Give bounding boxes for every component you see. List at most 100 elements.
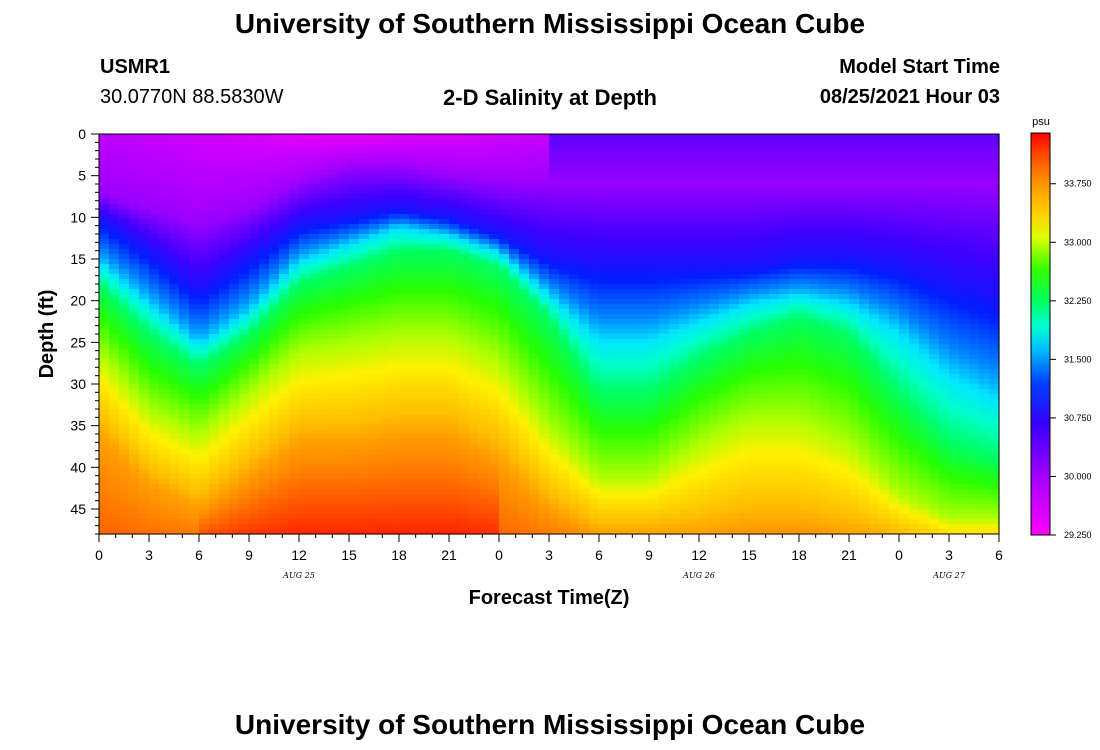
heatmap-cell	[229, 479, 240, 485]
heatmap-cell	[539, 239, 550, 245]
heatmap-cell	[479, 179, 490, 185]
heatmap-cell	[319, 279, 330, 285]
heatmap-cell	[129, 379, 140, 385]
heatmap-cell	[699, 154, 710, 160]
heatmap-cell	[469, 499, 480, 505]
heatmap-cell	[689, 334, 700, 340]
heatmap-cell	[619, 299, 630, 305]
heatmap-cell	[239, 249, 250, 255]
heatmap-cell	[649, 409, 660, 415]
heatmap-cell	[709, 279, 720, 285]
heatmap-cell	[149, 449, 160, 455]
heatmap-cell	[569, 179, 580, 185]
heatmap-cell	[429, 509, 440, 515]
heatmap-cell	[389, 144, 400, 150]
heatmap-cell	[209, 524, 220, 530]
heatmap-cell	[449, 479, 460, 485]
heatmap-cell	[689, 239, 700, 245]
heatmap-cell	[149, 364, 160, 370]
heatmap-cell	[399, 364, 410, 370]
heatmap-cell	[309, 329, 320, 335]
heatmap-cell	[499, 429, 510, 435]
heatmap-cell	[639, 394, 650, 400]
heatmap-cell	[209, 369, 220, 375]
heatmap-cell	[589, 219, 600, 225]
heatmap-cell	[459, 309, 470, 315]
heatmap-cell	[159, 374, 170, 380]
heatmap-cell	[659, 259, 670, 265]
heatmap-cell	[109, 339, 120, 345]
heatmap-cell	[689, 439, 700, 445]
heatmap-cell	[319, 449, 330, 455]
heatmap-cell	[369, 529, 380, 535]
heatmap-cell	[159, 314, 170, 320]
heatmap-cell	[649, 154, 660, 160]
heatmap-cell	[109, 399, 120, 405]
heatmap-cell	[119, 379, 130, 385]
heatmap-cell	[429, 529, 440, 535]
heatmap-cell	[359, 219, 370, 225]
heatmap-cell	[209, 139, 220, 145]
heatmap-cell	[679, 309, 690, 315]
heatmap-cell	[239, 314, 250, 320]
heatmap-cell	[239, 134, 250, 140]
heatmap-cell	[659, 454, 670, 460]
heatmap-cell	[469, 389, 480, 395]
heatmap-cell	[399, 344, 410, 350]
heatmap-cell	[489, 179, 500, 185]
heatmap-cell	[359, 404, 370, 410]
heatmap-cell	[709, 329, 720, 335]
heatmap-cell	[239, 279, 250, 285]
heatmap-cell	[219, 354, 230, 360]
heatmap-cell	[629, 439, 640, 445]
heatmap-cell	[719, 254, 730, 260]
heatmap-cell	[409, 514, 420, 520]
heatmap-cell	[509, 234, 520, 240]
heatmap-cell	[549, 154, 560, 160]
heatmap-cell	[179, 479, 190, 485]
heatmap-cell	[289, 274, 300, 280]
heatmap-cell	[179, 529, 190, 535]
heatmap-cell	[239, 244, 250, 250]
heatmap-cell	[289, 399, 300, 405]
heatmap-cell	[539, 229, 550, 235]
heatmap-cell	[489, 289, 500, 295]
heatmap-cell	[629, 179, 640, 185]
heatmap-cell	[529, 524, 540, 530]
heatmap-cell	[659, 459, 670, 465]
heatmap-cell	[179, 384, 190, 390]
heatmap-cell	[149, 219, 160, 225]
heatmap-cell	[239, 399, 250, 405]
heatmap-cell	[309, 524, 320, 530]
heatmap-cell	[229, 514, 240, 520]
heatmap-cell	[299, 519, 310, 525]
heatmap-cell	[529, 164, 540, 170]
heatmap-cell	[649, 424, 660, 430]
heatmap-cell	[469, 529, 480, 535]
heatmap-cell	[199, 339, 210, 345]
heatmap-cell	[229, 329, 240, 335]
heatmap-cell	[339, 459, 350, 465]
heatmap-cell	[509, 284, 520, 290]
heatmap-cell	[629, 324, 640, 330]
heatmap-cell	[309, 409, 320, 415]
heatmap-cell	[239, 439, 250, 445]
heatmap-cell	[509, 449, 520, 455]
heatmap-cell	[99, 284, 110, 290]
heatmap-cell	[109, 189, 120, 195]
heatmap-cell	[229, 334, 240, 340]
heatmap-cell	[449, 444, 460, 450]
heatmap-cell	[279, 494, 290, 500]
heatmap-cell	[389, 269, 400, 275]
heatmap-cell	[139, 259, 150, 265]
heatmap-cell	[289, 269, 300, 275]
heatmap-cell	[179, 149, 190, 155]
heatmap-cell	[709, 244, 720, 250]
heatmap-cell	[719, 184, 730, 190]
heatmap-cell	[459, 319, 470, 325]
heatmap-cell	[159, 189, 170, 195]
heatmap-cell	[289, 159, 300, 165]
heatmap-cell	[369, 204, 380, 210]
heatmap-cell	[459, 164, 470, 170]
heatmap-cell	[339, 449, 350, 455]
